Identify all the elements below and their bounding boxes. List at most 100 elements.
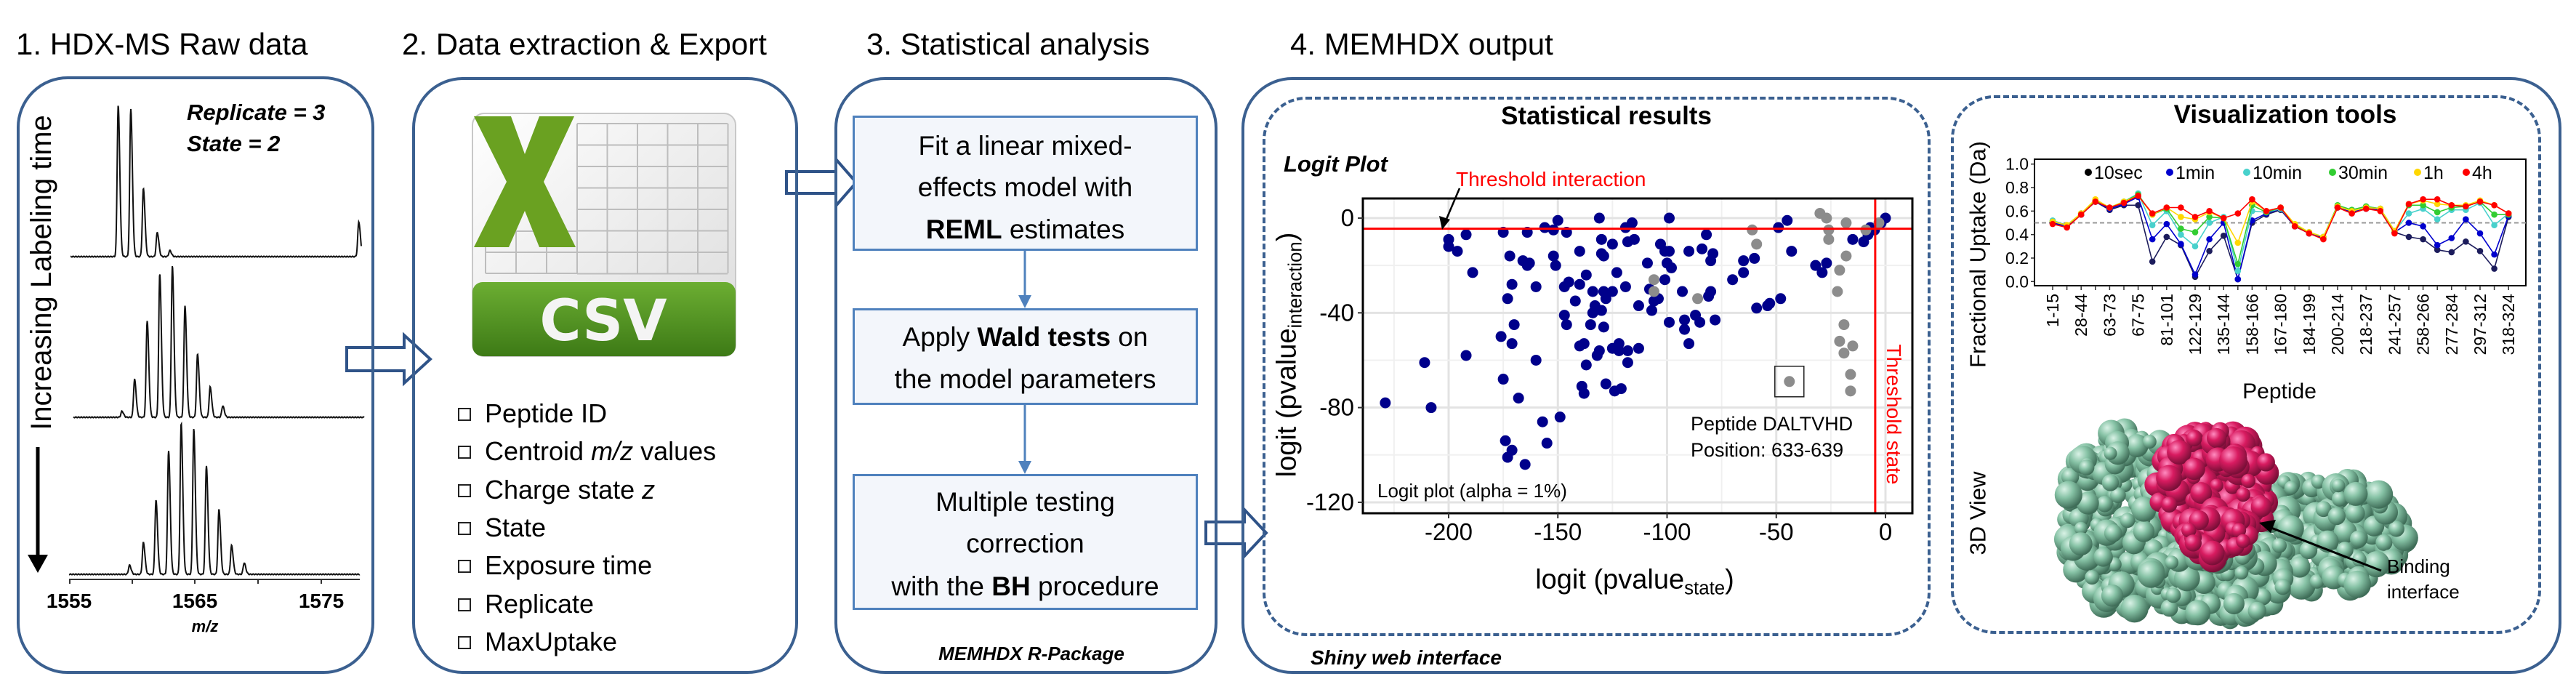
uptake-y-tick-label: 1.0 <box>2005 155 2029 174</box>
y-label-sub: interaction <box>1285 241 1306 329</box>
scatter-point-significant <box>1578 338 1590 350</box>
uptake-point-4h <box>2405 201 2412 207</box>
y-tick-label: 0 <box>1341 204 1354 231</box>
scatter-point-significant <box>1585 319 1596 331</box>
uptake-x-tick-label: 200-214 <box>2328 294 2347 355</box>
scatter-point-significant <box>1530 354 1542 366</box>
step2-pre: Apply <box>902 322 978 352</box>
scatter-point-significant <box>1664 246 1675 257</box>
scatter-point-significant <box>1593 345 1605 356</box>
scatter-point-significant <box>1738 267 1750 278</box>
scatter-point-significant <box>1679 324 1691 335</box>
scatter-point-significant <box>1786 246 1798 257</box>
scatter-point-significant <box>1578 387 1590 399</box>
scatter-point-significant <box>1738 255 1750 267</box>
scatter-point-significant <box>1443 241 1454 252</box>
scatter-point-significant <box>1495 331 1507 342</box>
uptake-y-tick-label: 0.8 <box>2005 178 2029 197</box>
scatter-point-significant <box>1710 314 1721 326</box>
legend-dot-30min <box>2329 169 2336 176</box>
uptake-point-4h <box>2206 208 2213 214</box>
logit-plot: -200 -150 -100 -50 0 0 -40 -80 -120 <box>1306 188 1914 545</box>
uptake-y-tick-label: 0.4 <box>2005 225 2029 244</box>
uptake-point-4h <box>2362 205 2370 212</box>
uptake-x-tick-label: 67-75 <box>2129 294 2148 337</box>
scatter-point-significant <box>1554 411 1566 423</box>
scatter-point-nonsignificant <box>1823 233 1835 245</box>
scatter-point-significant <box>1782 214 1793 226</box>
scatter-point-significant <box>1580 269 1592 281</box>
scatter-point-significant <box>1606 238 1618 250</box>
protein-surface-body <box>2327 507 2346 526</box>
uptake-point-4h <box>2291 223 2298 230</box>
uptake-point-1min <box>2491 251 2497 258</box>
scatter-point-significant <box>1659 274 1670 286</box>
scatter-point-significant <box>1764 297 1776 309</box>
scatter-point-significant <box>1547 224 1559 236</box>
wald-bold: Wald tests <box>977 322 1111 352</box>
panel3-title: 3. Statistical analysis <box>866 27 1150 61</box>
scatter-point-significant <box>1664 212 1675 224</box>
scatter-point-significant <box>1633 300 1644 312</box>
step3-pre: with the <box>891 571 992 601</box>
protein-surface-body <box>2142 435 2157 449</box>
scatter-point-significant <box>1558 310 1570 321</box>
protein-surface-body <box>2343 481 2368 506</box>
uptake-point-1min <box>2178 241 2184 247</box>
uptake-point-10sec <box>2206 247 2213 254</box>
scatter-point-nonsignificant <box>1648 274 1659 286</box>
panel2-title: 2. Data extraction & Export <box>402 27 767 61</box>
stats-results-box <box>1263 97 1931 636</box>
field-item: MaxUptake <box>485 629 617 655</box>
protein-surface-body <box>2133 521 2155 542</box>
protein-surface-body <box>2101 584 2124 607</box>
scatter-point-significant <box>1666 262 1678 273</box>
uptake-point-10min <box>2234 268 2242 275</box>
protein-surface-body <box>2160 599 2178 617</box>
protein-surface-body <box>2137 561 2165 588</box>
uptake-point-1min <box>2234 276 2242 283</box>
uptake-point-4h <box>2149 210 2156 217</box>
scatter-point-significant <box>1683 246 1695 257</box>
uptake-point-4h <box>2377 208 2384 214</box>
field-item-pre: Centroid <box>485 436 592 466</box>
protein-surface-body <box>2332 491 2348 507</box>
binding-interface-surface <box>2241 473 2255 489</box>
binding-interface-surface <box>2183 457 2205 481</box>
uptake-point-10min <box>2491 222 2497 229</box>
scatter-point-significant <box>1574 246 1585 257</box>
protein-surface-body <box>2120 513 2136 529</box>
scatter-point-nonsignificant <box>1784 376 1795 387</box>
scatter-point-significant <box>1598 321 1609 333</box>
uptake-x-tick-label: 28-44 <box>2072 294 2090 337</box>
scatter-point-nonsignificant <box>1823 224 1835 236</box>
uptake-point-4h <box>2348 210 2355 217</box>
y-tick-label: -120 <box>1306 489 1354 515</box>
scatter-point-significant <box>1460 350 1472 361</box>
binding-label-line2: interface <box>2387 581 2460 603</box>
scatter-point-significant <box>1628 233 1640 245</box>
scatter-point-significant <box>1749 252 1760 264</box>
scatter-point-significant <box>1547 250 1559 262</box>
spectrum-trace-2 <box>73 266 365 419</box>
uptake-point-4h <box>2476 198 2484 205</box>
protein-surface-body <box>2104 524 2122 542</box>
protein-surface-body <box>2061 467 2080 486</box>
protein-surface-body <box>2054 481 2082 509</box>
protein-surface-body <box>2085 570 2100 585</box>
uptake-point-4h <box>2334 204 2341 211</box>
scatter-point-significant <box>1775 293 1787 305</box>
scatter-point-significant <box>1550 260 1561 271</box>
uptake-x-tick-label: 122-129 <box>2186 294 2205 355</box>
uptake-point-10sec <box>2149 258 2156 265</box>
scatter-point-significant <box>1452 246 1463 257</box>
protein-surface-body <box>2271 538 2287 553</box>
scatter-point-nonsignificant <box>1832 286 1843 297</box>
field-item-ital: m/z <box>591 436 634 466</box>
panel1-title: 1. HDX-MS Raw data <box>16 27 308 61</box>
uptake-point-1min <box>2405 220 2412 226</box>
spectrum-trace-3 <box>68 421 361 576</box>
uptake-point-10min <box>2206 220 2213 226</box>
uptake-point-4h <box>2434 196 2441 203</box>
